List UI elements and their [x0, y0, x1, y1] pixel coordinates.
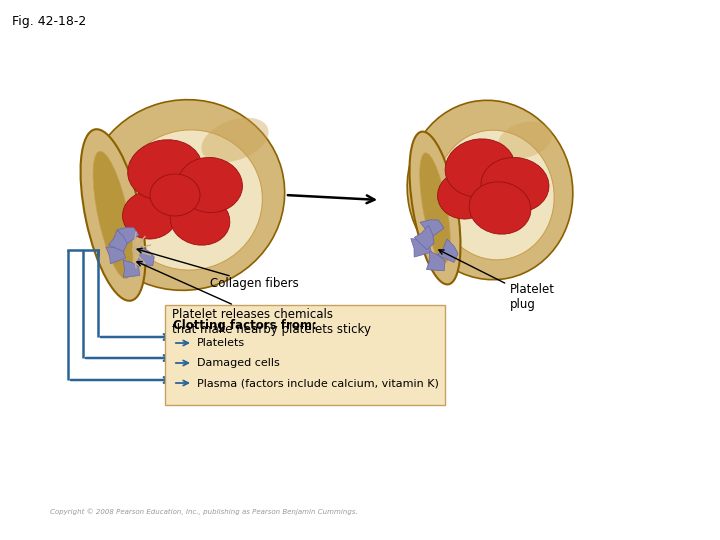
Polygon shape — [414, 225, 434, 250]
Ellipse shape — [81, 129, 145, 301]
Text: Fig. 42-18-2: Fig. 42-18-2 — [12, 15, 86, 28]
Text: Platelets: Platelets — [197, 338, 245, 348]
Text: Clotting factors from:: Clotting factors from: — [173, 319, 317, 332]
Ellipse shape — [117, 130, 262, 270]
Ellipse shape — [178, 158, 243, 213]
FancyBboxPatch shape — [165, 305, 445, 405]
Text: Platelet
plug: Platelet plug — [439, 250, 555, 311]
Text: Damaged cells: Damaged cells — [197, 358, 280, 368]
Ellipse shape — [410, 132, 461, 285]
Ellipse shape — [93, 151, 133, 279]
Polygon shape — [137, 247, 154, 266]
Ellipse shape — [202, 118, 269, 163]
Ellipse shape — [86, 100, 284, 291]
Ellipse shape — [122, 191, 177, 239]
Polygon shape — [438, 239, 458, 262]
Polygon shape — [426, 251, 445, 271]
Ellipse shape — [445, 139, 515, 197]
Polygon shape — [106, 247, 125, 264]
Ellipse shape — [127, 140, 202, 200]
Text: Plasma (factors include calcium, vitamin K): Plasma (factors include calcium, vitamin… — [197, 378, 439, 388]
Ellipse shape — [481, 158, 549, 213]
Ellipse shape — [420, 153, 450, 263]
Ellipse shape — [438, 171, 492, 219]
Polygon shape — [411, 239, 431, 257]
Ellipse shape — [436, 130, 554, 260]
Text: Platelet releases chemicals
that make nearby platelets sticky: Platelet releases chemicals that make ne… — [137, 261, 371, 336]
Polygon shape — [123, 260, 140, 277]
Ellipse shape — [150, 174, 200, 216]
Ellipse shape — [469, 182, 531, 234]
Polygon shape — [117, 227, 139, 245]
Ellipse shape — [170, 195, 230, 245]
Ellipse shape — [498, 122, 552, 158]
Text: Copyright © 2008 Pearson Education, Inc., publishing as Pearson Benjamin Cumming: Copyright © 2008 Pearson Education, Inc.… — [50, 508, 358, 515]
Ellipse shape — [408, 100, 573, 280]
Polygon shape — [109, 230, 127, 252]
Polygon shape — [420, 220, 444, 239]
Text: Collagen fibers: Collagen fibers — [137, 248, 299, 289]
